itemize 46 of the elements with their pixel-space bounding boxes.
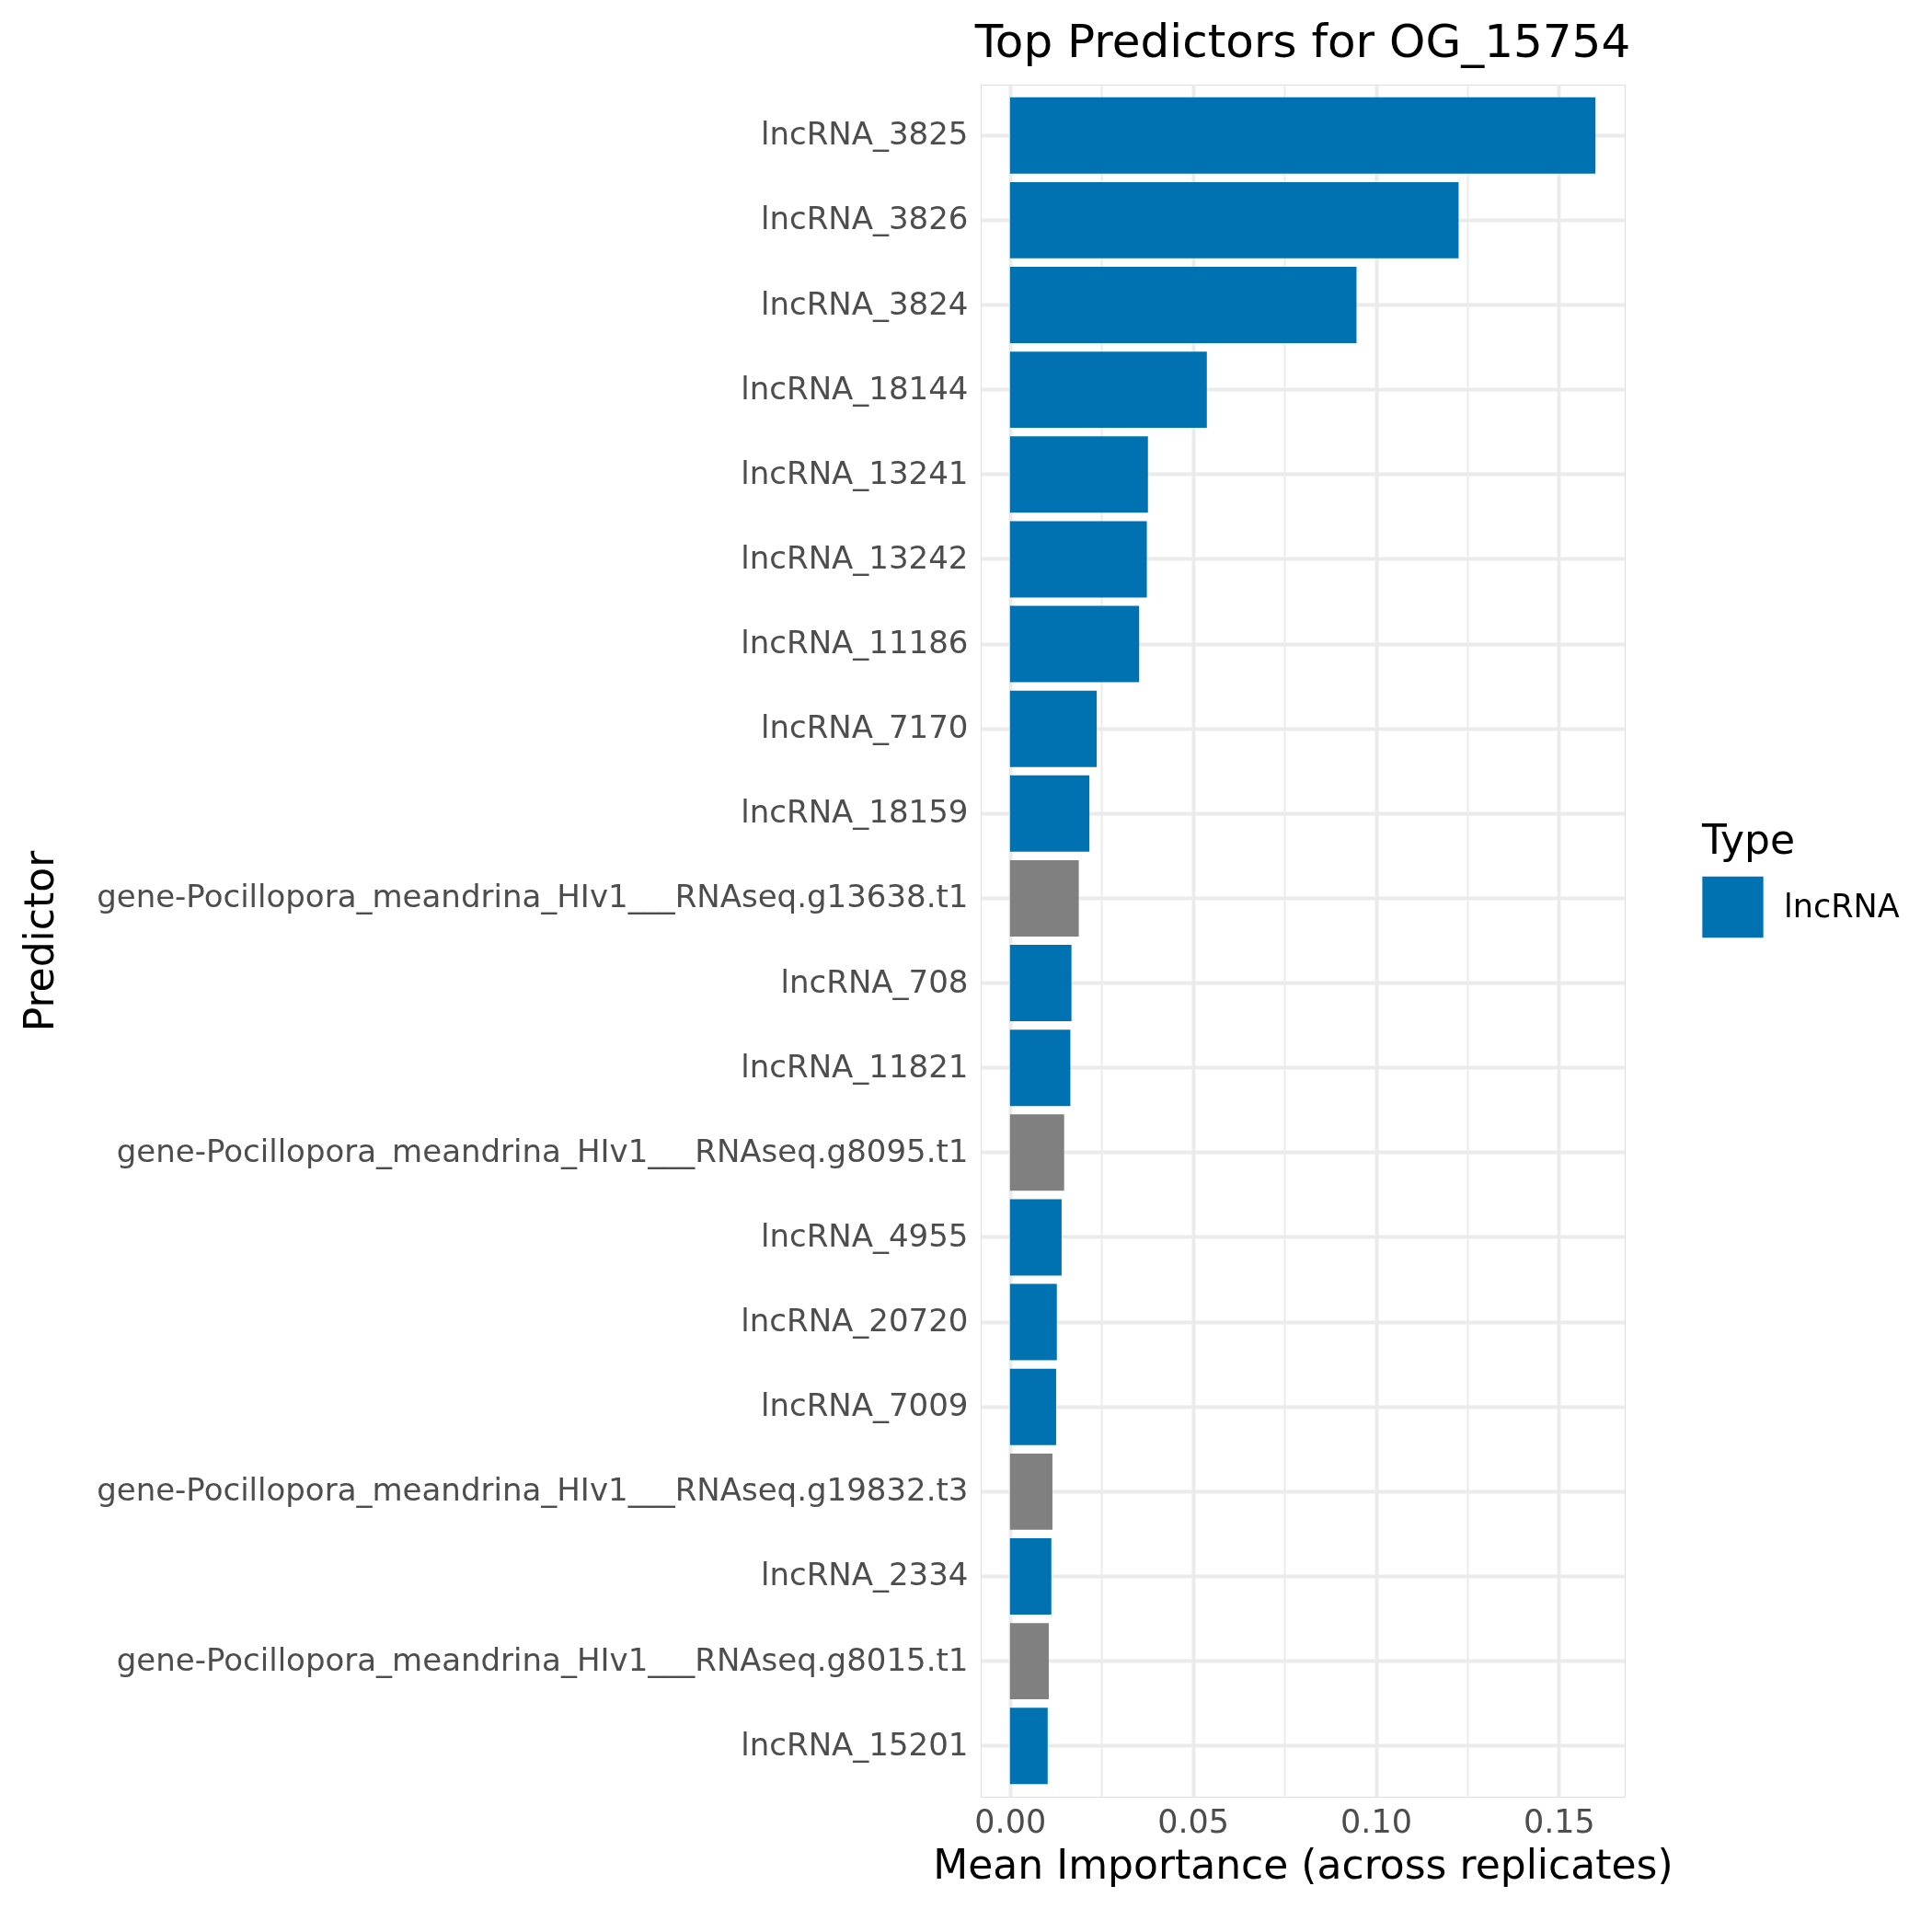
bar — [1009, 775, 1090, 852]
legend-title: Type — [1701, 815, 1796, 863]
legend-label: lncRNA — [1784, 888, 1900, 925]
y-tick-label: gene-Pocillopora_meandrina_HIv1___RNAseq.g19832.t3 — [97, 1471, 969, 1509]
x-tick-label: 0.15 — [1523, 1802, 1595, 1840]
y-tick-label: lncRNA_7170 — [760, 708, 969, 746]
y-tick-label: lncRNA_3825 — [760, 115, 969, 153]
bar — [1009, 351, 1207, 429]
bar — [1009, 605, 1140, 683]
x-tick-label: 0.00 — [974, 1802, 1047, 1840]
bar — [1009, 690, 1098, 767]
y-tick-label: lncRNA_13241 — [741, 454, 969, 491]
x-tick-label: 0.10 — [1340, 1802, 1413, 1840]
y-tick-label: lncRNA_7009 — [760, 1386, 969, 1424]
y-tick-label: lncRNA_20720 — [741, 1302, 969, 1340]
y-tick-label: lncRNA_15201 — [741, 1725, 969, 1763]
bar — [1009, 1453, 1052, 1530]
bar — [1009, 1708, 1048, 1785]
y-tick-label: lncRNA_11821 — [741, 1047, 969, 1085]
y-tick-label: lncRNA_3824 — [760, 284, 969, 322]
y-tick-label: lncRNA_708 — [780, 962, 969, 1000]
bar — [1009, 1538, 1052, 1615]
bar — [1009, 1368, 1056, 1445]
bar — [1009, 1029, 1071, 1107]
bar — [1009, 521, 1147, 598]
y-tick-label: lncRNA_3826 — [760, 200, 969, 237]
y-tick-label: gene-Pocillopora_meandrina_HIv1___RNAseq.g13638.t1 — [97, 878, 969, 915]
x-axis-title: Mean Importance (across replicates) — [933, 1840, 1673, 1888]
y-tick-label: lncRNA_11186 — [741, 624, 969, 661]
bar — [1009, 1283, 1057, 1361]
bar — [1009, 1114, 1064, 1191]
bar — [1009, 1623, 1049, 1700]
y-tick-label: lncRNA_13242 — [741, 538, 969, 576]
bar — [1009, 436, 1148, 513]
y-tick-label: gene-Pocillopora_meandrina_HIv1___RNAseq.g8015.t1 — [116, 1640, 969, 1678]
bar — [1009, 945, 1072, 1022]
bar — [1009, 859, 1079, 937]
y-tick-label: lncRNA_2334 — [760, 1556, 969, 1593]
chart-title: Top Predictors for OG_15754 — [973, 15, 1631, 68]
y-tick-label: lncRNA_18159 — [741, 793, 969, 831]
x-tick-label: 0.05 — [1157, 1802, 1230, 1840]
y-tick-label: lncRNA_4955 — [760, 1216, 969, 1254]
y-tick-label: gene-Pocillopora_meandrina_HIv1___RNAseq.g8095.t1 — [116, 1132, 969, 1169]
y-axis-title: Predictor — [15, 849, 63, 1032]
y-tick-label: lncRNA_18144 — [741, 369, 969, 407]
bar — [1009, 1199, 1062, 1276]
